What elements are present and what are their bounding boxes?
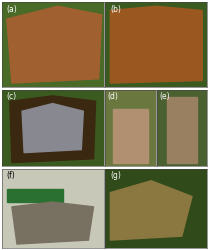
Text: (g): (g): [110, 171, 121, 180]
Text: (a): (a): [7, 4, 18, 14]
Polygon shape: [7, 189, 63, 202]
Text: (f): (f): [7, 171, 15, 180]
Polygon shape: [167, 98, 197, 162]
Text: (b): (b): [110, 4, 121, 14]
Polygon shape: [22, 104, 83, 153]
Polygon shape: [113, 109, 148, 162]
Text: (d): (d): [108, 92, 119, 101]
Polygon shape: [110, 181, 192, 240]
Polygon shape: [10, 96, 96, 162]
Polygon shape: [105, 169, 207, 248]
Polygon shape: [110, 6, 202, 83]
Polygon shape: [105, 2, 207, 87]
Text: (c): (c): [7, 92, 17, 101]
Polygon shape: [105, 90, 155, 166]
Polygon shape: [7, 6, 102, 83]
Polygon shape: [2, 169, 104, 248]
Polygon shape: [12, 202, 94, 244]
Text: (e): (e): [159, 92, 170, 101]
Polygon shape: [2, 2, 104, 87]
Polygon shape: [2, 90, 104, 166]
Polygon shape: [157, 90, 207, 166]
